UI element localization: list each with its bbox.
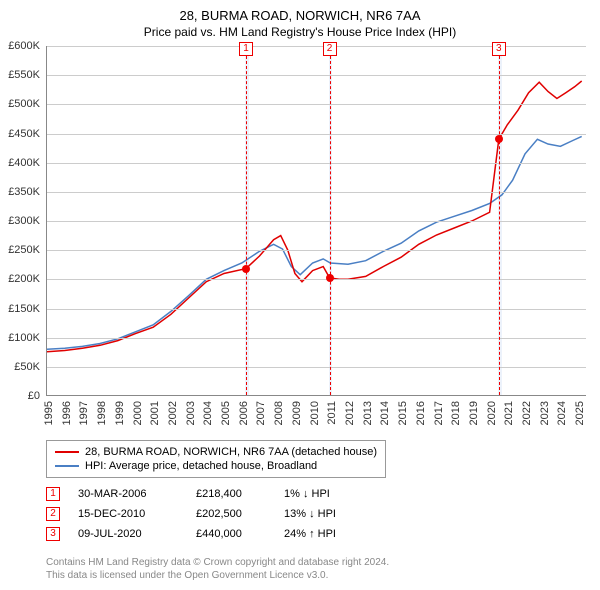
x-axis-label: 2003 [185,401,197,425]
transaction-row: 2 15-DEC-2010 £202,500 13% ↓ HPI [46,504,364,524]
chart-title: 28, BURMA ROAD, NORWICH, NR6 7AA [0,8,600,23]
y-axis-label: £350K [0,186,40,198]
chart-plot-area: 1995199619971998199920002001200220032004… [46,46,586,396]
transaction-delta: 13% ↓ HPI [284,508,364,520]
legend-label: 28, BURMA ROAD, NORWICH, NR6 7AA (detach… [85,446,377,458]
x-axis-label: 2015 [397,401,409,425]
y-axis-label: £250K [0,244,40,256]
sale-marker-line [246,46,247,395]
x-axis-label: 2017 [433,401,445,425]
attribution-footer: Contains HM Land Registry data © Crown c… [46,556,389,582]
x-axis-label: 2009 [291,401,303,425]
chart-subtitle: Price paid vs. HM Land Registry's House … [0,25,600,39]
x-axis-label: 2001 [149,401,161,425]
y-axis-label: £500K [0,98,40,110]
transaction-row: 1 30-MAR-2006 £218,400 1% ↓ HPI [46,484,364,504]
y-axis-label: £400K [0,157,40,169]
x-axis-label: 2005 [220,401,232,425]
x-axis-label: 1999 [114,401,126,425]
legend-swatch [55,465,79,467]
sale-dot [326,274,334,282]
transaction-number: 3 [46,527,60,541]
y-axis-label: £300K [0,215,40,227]
sale-marker-label: 3 [492,42,506,56]
x-axis-label: 2020 [486,401,498,425]
transaction-date: 15-DEC-2010 [78,508,178,520]
x-axis-label: 2025 [574,401,586,425]
y-axis-label: £100K [0,332,40,344]
transaction-price: £218,400 [196,488,266,500]
x-axis-label: 2008 [273,401,285,425]
x-axis-label: 2022 [521,401,533,425]
x-axis-label: 2006 [238,401,250,425]
x-axis-label: 2000 [132,401,144,425]
legend-label: HPI: Average price, detached house, Broa… [85,460,317,472]
transaction-price: £202,500 [196,508,266,520]
transaction-date: 30-MAR-2006 [78,488,178,500]
y-axis-label: £50K [0,361,40,373]
chart-legend: 28, BURMA ROAD, NORWICH, NR6 7AA (detach… [46,440,386,478]
transaction-number: 1 [46,487,60,501]
x-axis-label: 2002 [167,401,179,425]
x-axis-label: 2024 [556,401,568,425]
transaction-date: 09-JUL-2020 [78,528,178,540]
x-axis-label: 2018 [450,401,462,425]
x-axis-label: 2011 [326,401,338,425]
legend-swatch [55,451,79,453]
x-axis-label: 1998 [96,401,108,425]
x-axis-label: 2010 [309,401,321,425]
x-axis-label: 2014 [379,401,391,425]
x-axis-label: 1997 [78,401,90,425]
y-axis-label: £200K [0,273,40,285]
sale-marker-line [499,46,500,395]
x-axis-label: 2021 [503,401,515,425]
sale-marker-label: 1 [239,42,253,56]
transactions-table: 1 30-MAR-2006 £218,400 1% ↓ HPI 2 15-DEC-2010… [46,484,364,544]
transaction-number: 2 [46,507,60,521]
x-axis-label: 2016 [415,401,427,425]
footer-line2: This data is licensed under the Open Gov… [46,569,389,582]
y-axis-label: £550K [0,69,40,81]
footer-line1: Contains HM Land Registry data © Crown c… [46,556,389,569]
transaction-delta: 1% ↓ HPI [284,488,364,500]
legend-item: 28, BURMA ROAD, NORWICH, NR6 7AA (detach… [55,445,377,459]
series-line [47,136,582,349]
sale-marker-label: 2 [323,42,337,56]
x-axis-label: 1996 [61,401,73,425]
y-axis-label: £0 [0,390,40,402]
x-axis-label: 2013 [362,401,374,425]
transaction-delta: 24% ↑ HPI [284,528,364,540]
y-axis-label: £600K [0,40,40,52]
x-axis-label: 2012 [344,401,356,425]
transaction-row: 3 09-JUL-2020 £440,000 24% ↑ HPI [46,524,364,544]
legend-item: HPI: Average price, detached house, Broa… [55,459,377,473]
transaction-price: £440,000 [196,528,266,540]
series-line [47,81,582,352]
x-axis-label: 1995 [43,401,55,425]
sale-dot [495,135,503,143]
sale-dot [242,265,250,273]
chart-header: 28, BURMA ROAD, NORWICH, NR6 7AA Price p… [0,0,600,43]
sale-marker-line [330,46,331,395]
x-axis-label: 2019 [468,401,480,425]
x-axis-label: 2023 [539,401,551,425]
y-axis-label: £450K [0,128,40,140]
y-axis-label: £150K [0,303,40,315]
x-axis-label: 2007 [255,401,267,425]
x-axis-label: 2004 [202,401,214,425]
